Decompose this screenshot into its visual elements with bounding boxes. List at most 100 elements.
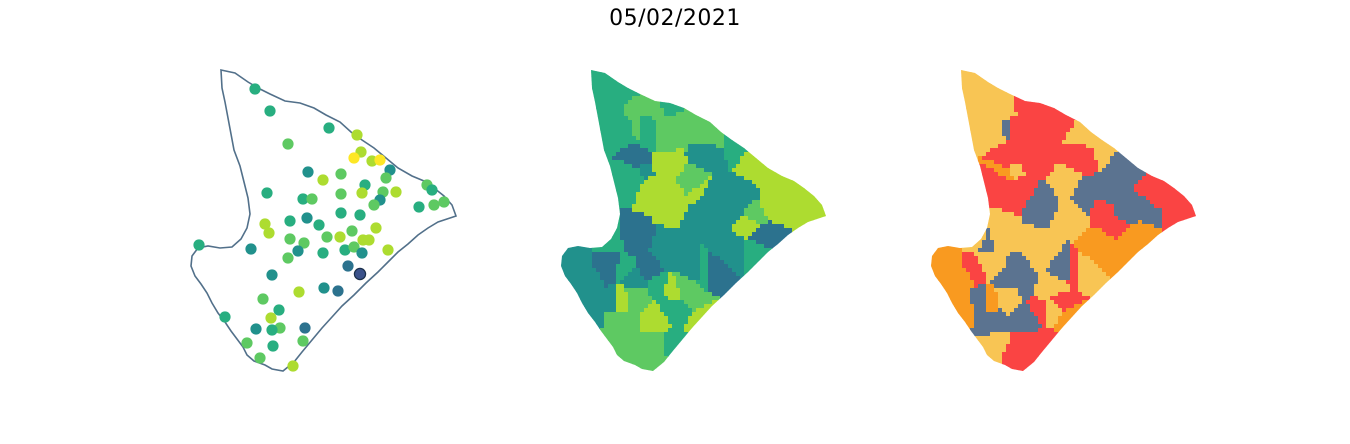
choropleth-region-cell	[608, 312, 613, 317]
choropleth-region-cell	[580, 76, 585, 81]
choropleth-region-cell	[724, 328, 729, 333]
choropleth-region-cell	[716, 144, 721, 149]
choropleth-region-cell	[632, 272, 637, 277]
choropleth-region-cell	[784, 308, 789, 313]
choropleth-region-cell	[576, 224, 581, 229]
choropleth-region-cell	[720, 320, 725, 325]
choropleth-region-cell	[696, 188, 701, 193]
choropleth-region-cell	[561, 80, 565, 85]
choropleth-region-cell	[692, 224, 697, 229]
choropleth-region-cell	[568, 276, 573, 281]
choropleth-region-cell	[668, 70, 673, 73]
choropleth-region-cell	[644, 184, 649, 189]
choropleth-region-cell	[576, 300, 581, 305]
choropleth-region-cell	[812, 124, 817, 129]
choropleth-region-cell	[772, 244, 777, 249]
choropleth-region-cell	[660, 224, 665, 229]
choropleth-region-cell	[828, 160, 832, 164]
choropleth-region-cell	[604, 92, 609, 97]
choropleth-region-cell	[716, 72, 721, 77]
choropleth-region-cell	[572, 100, 577, 105]
choropleth-region-cell	[628, 208, 633, 213]
choropleth-region-cell	[608, 176, 613, 181]
choropleth-region-cell	[828, 88, 832, 92]
choropleth-region-cell	[796, 88, 801, 93]
choropleth-region-cell	[660, 244, 665, 249]
choropleth-region-cell	[608, 332, 613, 337]
choropleth-region-cell	[664, 92, 669, 97]
choropleth-region-cell	[732, 308, 737, 313]
choropleth-region-cell	[616, 244, 621, 249]
choropleth-region-cell	[788, 176, 793, 181]
choropleth-region-cell	[592, 192, 597, 197]
choropleth-region-cell	[584, 140, 589, 145]
choropleth-region-cell	[784, 116, 789, 121]
choropleth-region-cell	[612, 300, 617, 305]
choropleth-region-cell	[696, 316, 701, 321]
choropleth-region-cell	[728, 328, 733, 333]
choropleth-region-cell	[584, 72, 589, 77]
choropleth-region-cell	[712, 172, 717, 177]
choropleth-region-cell	[696, 84, 701, 89]
choropleth-region-cell	[684, 120, 689, 125]
choropleth-region-cell	[648, 248, 653, 253]
choropleth-region-cell	[712, 204, 717, 209]
choropleth-region-cell	[796, 336, 801, 341]
choropleth-region-cell	[572, 224, 577, 229]
choropleth-region-cell	[820, 156, 825, 161]
choropleth-region-cell	[580, 204, 585, 209]
choropleth-region-cell	[672, 168, 677, 173]
choropleth-region-cell	[596, 232, 601, 237]
choropleth-region-cell	[760, 132, 765, 137]
choropleth-region-cell	[788, 132, 793, 137]
choropleth-region-cell	[764, 316, 769, 321]
choropleth-region-cell	[688, 212, 693, 217]
choropleth-region-cell	[620, 204, 625, 209]
choropleth-region-cell	[636, 64, 640, 68]
choropleth-region-cell	[820, 284, 825, 289]
choropleth-region-cell	[772, 336, 777, 341]
choropleth-region-cell	[604, 104, 609, 109]
choropleth-region-cell	[576, 204, 581, 209]
choropleth-region-cell	[572, 268, 577, 273]
choropleth-region-cell	[660, 200, 665, 205]
choropleth-region-cell	[796, 208, 801, 213]
choropleth-region-cell	[576, 252, 581, 257]
choropleth-region-cell	[556, 188, 560, 192]
choropleth-region-cell	[664, 256, 669, 261]
choropleth-region-cell	[556, 340, 560, 344]
choropleth-region-cell	[788, 256, 793, 261]
choropleth-region-cell	[684, 288, 689, 293]
choropleth-region-cell	[772, 64, 776, 68]
choropleth-region-cell	[780, 104, 785, 109]
choropleth-region-cell	[561, 340, 565, 345]
choropleth-region-cell	[664, 64, 668, 68]
choropleth-region-cell	[776, 336, 781, 341]
choropleth-region-cell	[780, 316, 785, 321]
choropleth-region-cell	[696, 100, 701, 105]
choropleth-region-cell	[672, 172, 677, 177]
choropleth-region-cell	[636, 104, 641, 109]
choropleth-region-cell	[696, 212, 701, 217]
choropleth-region-cell	[616, 312, 621, 317]
choropleth-region-cell	[572, 280, 577, 285]
choropleth-region-cell	[612, 280, 617, 285]
choropleth-region-cell	[772, 268, 777, 273]
choropleth-region-cell	[628, 108, 633, 113]
choropleth-region-cell	[608, 160, 613, 165]
choropleth-region-cell	[812, 70, 817, 73]
choropleth-region-cell	[768, 208, 773, 213]
choropleth-region-cell	[768, 288, 773, 293]
choropleth-region-cell	[684, 204, 689, 209]
choropleth-region-cell	[564, 204, 569, 209]
choropleth-region-cell	[824, 92, 826, 97]
choropleth-region-cell	[608, 192, 613, 197]
choropleth-region-cell	[796, 96, 801, 101]
choropleth-region-cell	[720, 116, 725, 121]
choropleth-region-cell	[724, 200, 729, 205]
choropleth-region-cell	[568, 180, 573, 185]
choropleth-region-cell	[704, 232, 709, 237]
choropleth-region-cell	[652, 248, 657, 253]
choropleth-region-cell	[760, 268, 765, 273]
choropleth-region-cell	[824, 104, 826, 109]
